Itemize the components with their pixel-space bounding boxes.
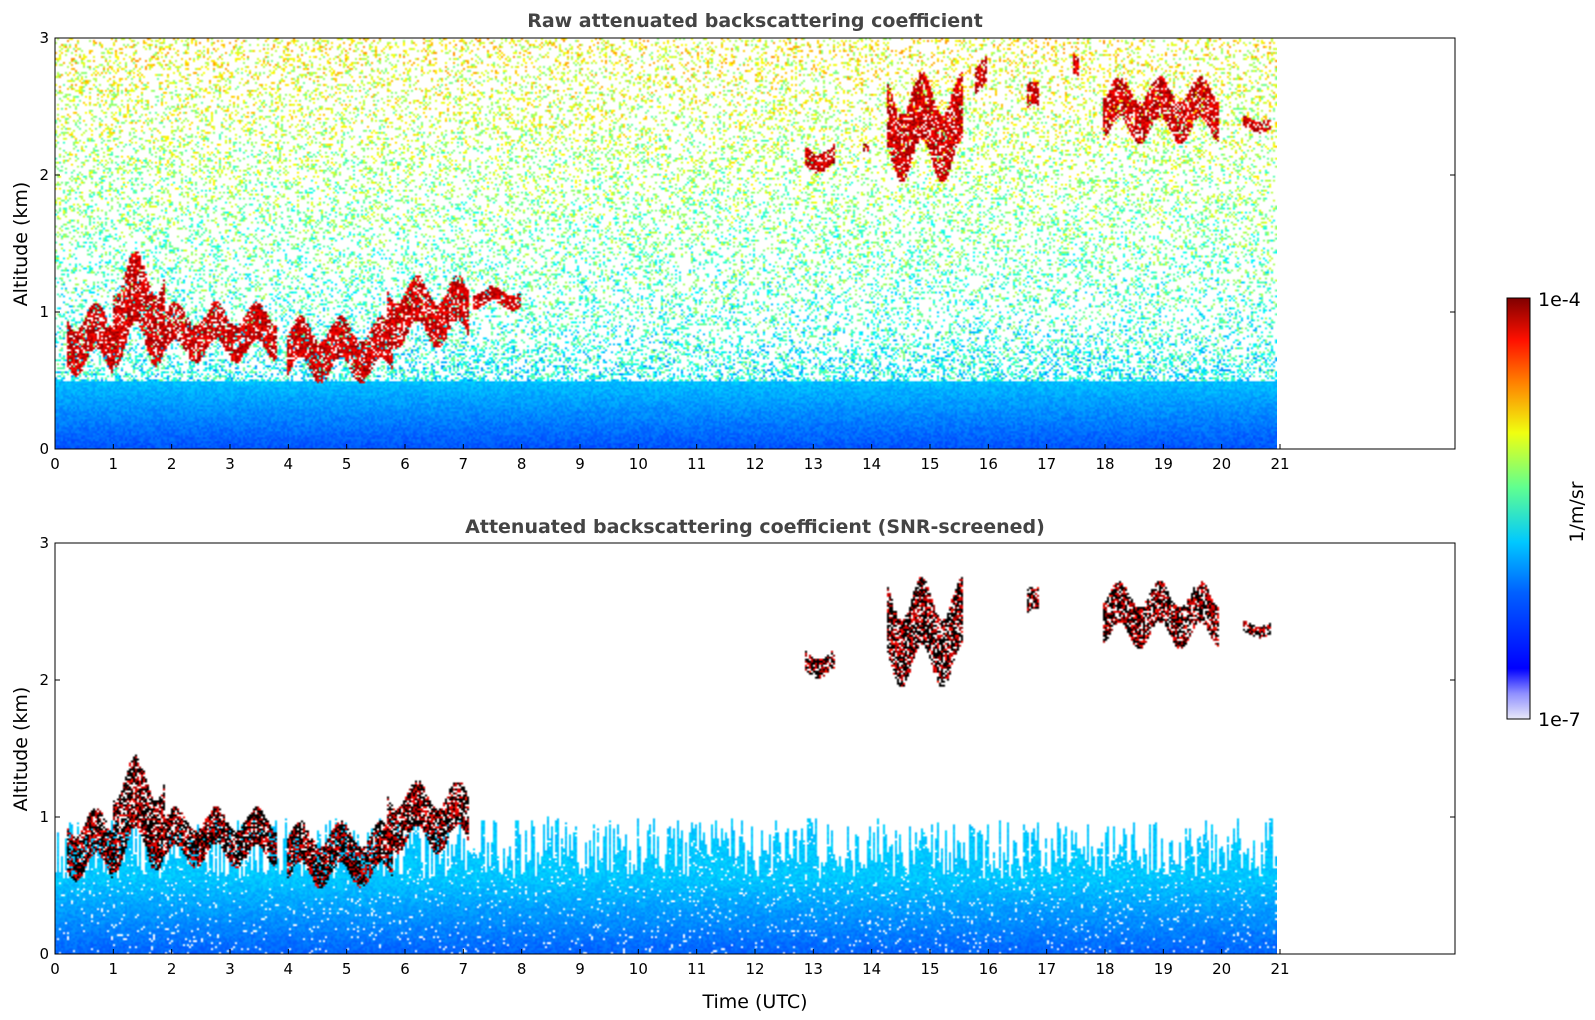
- y-tick-label: 0: [39, 440, 49, 458]
- x-tick-label: 3: [225, 960, 235, 978]
- x-tick-label: 8: [517, 960, 527, 978]
- colorbar-label: 1/m/sr: [1566, 481, 1588, 542]
- x-tick-label: 7: [459, 960, 469, 978]
- x-tick-label: 0: [50, 960, 60, 978]
- x-tick-label: 18: [1095, 455, 1114, 473]
- colorbar-gradient: [1506, 297, 1531, 720]
- y-axis-label: Altitude (km): [10, 182, 32, 307]
- x-tick-label: 2: [167, 960, 177, 978]
- x-tick-label: 9: [575, 455, 585, 473]
- chart-title: Raw attenuated backscattering coefficien…: [527, 10, 983, 32]
- y-tick-label: 1: [39, 303, 49, 321]
- x-tick-label: 16: [979, 455, 998, 473]
- x-tick-label: 17: [1037, 960, 1056, 978]
- heatmap-image: [55, 543, 1277, 954]
- x-tick-label: 4: [284, 455, 294, 473]
- x-tick-label: 12: [745, 455, 764, 473]
- x-tick-label: 10: [629, 455, 648, 473]
- y-tick-label: 0: [39, 945, 49, 963]
- y-tick-label: 2: [39, 166, 49, 184]
- x-tick-label: 3: [225, 455, 235, 473]
- snr-screened-panel: Attenuated backscattering coefficient (S…: [10, 516, 1456, 1013]
- x-tick-label: 19: [1154, 455, 1173, 473]
- x-tick-label: 0: [50, 455, 60, 473]
- x-tick-label: 17: [1037, 455, 1056, 473]
- raw-backscatter-panel: Raw attenuated backscattering coefficien…: [10, 10, 1456, 473]
- x-tick-label: 14: [862, 960, 881, 978]
- x-tick-label: 19: [1154, 960, 1173, 978]
- x-tick-label: 21: [1270, 455, 1289, 473]
- x-tick-label: 14: [862, 455, 881, 473]
- chart-title: Attenuated backscattering coefficient (S…: [465, 516, 1045, 538]
- x-tick-label: 5: [342, 960, 352, 978]
- x-tick-label: 7: [459, 455, 469, 473]
- y-tick-label: 3: [39, 29, 49, 47]
- heatmap-image: [55, 38, 1277, 449]
- x-tick-label: 1: [109, 960, 119, 978]
- x-tick-label: 6: [400, 455, 410, 473]
- y-tick-label: 2: [39, 671, 49, 689]
- x-tick-label: 13: [804, 960, 823, 978]
- x-tick-label: 9: [575, 960, 585, 978]
- colorbar-max-label: 1e-4: [1538, 289, 1581, 311]
- heatmap-area: [55, 543, 1277, 954]
- x-tick-label: 13: [804, 455, 823, 473]
- x-tick-label: 2: [167, 455, 177, 473]
- x-tick-label: 12: [745, 960, 764, 978]
- x-tick-label: 21: [1270, 960, 1289, 978]
- colorbar: 1e-4 1e-7 1/m/sr: [1506, 289, 1588, 731]
- x-tick-label: 16: [979, 960, 998, 978]
- x-tick-label: 5: [342, 455, 352, 473]
- x-tick-label: 8: [517, 455, 527, 473]
- x-tick-label: 6: [400, 960, 410, 978]
- heatmap-area: [55, 38, 1277, 449]
- x-tick-label: 20: [1212, 960, 1231, 978]
- x-axis-label: Time (UTC): [701, 991, 807, 1013]
- x-tick-label: 10: [629, 960, 648, 978]
- x-tick-label: 20: [1212, 455, 1231, 473]
- y-axis-label: Altitude (km): [10, 687, 32, 812]
- x-tick-label: 18: [1095, 960, 1114, 978]
- x-tick-label: 15: [920, 960, 939, 978]
- x-tick-label: 1: [109, 455, 119, 473]
- y-tick-label: 1: [39, 808, 49, 826]
- x-tick-label: 11: [687, 960, 706, 978]
- x-tick-label: 11: [687, 455, 706, 473]
- x-tick-label: 4: [284, 960, 294, 978]
- colorbar-min-label: 1e-7: [1538, 709, 1581, 731]
- x-tick-label: 15: [920, 455, 939, 473]
- y-tick-label: 3: [39, 534, 49, 552]
